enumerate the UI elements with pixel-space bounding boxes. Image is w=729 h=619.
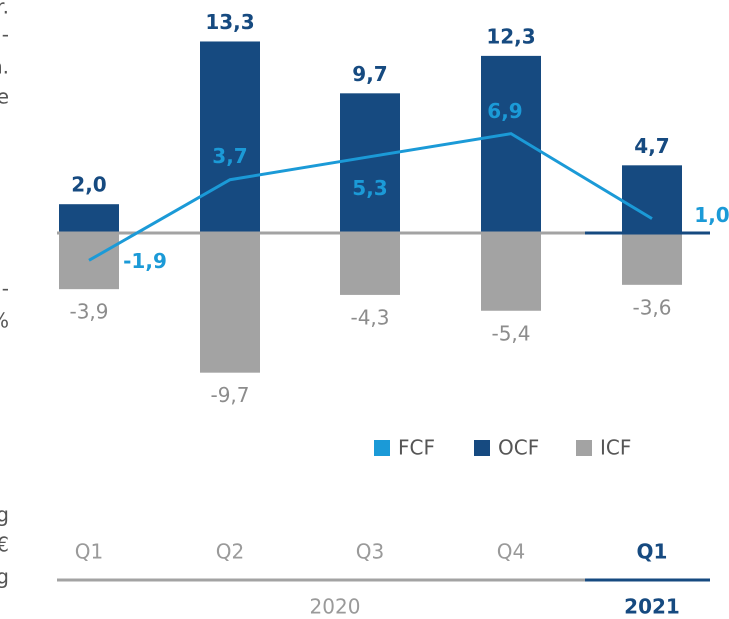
icf-label: -3,6 [632,295,671,319]
x-tick-label: Q4 [497,540,525,564]
group-label: 2021 [624,595,680,619]
fcf-label: -1,9 [123,249,167,273]
fcf-label: 3,7 [212,144,247,168]
side-fragment: % [0,309,9,333]
side-fragment: - [2,277,9,301]
bar [340,233,400,295]
x-tick-label: Q3 [356,540,384,564]
legend-swatch [576,440,592,456]
bar [340,93,400,233]
ocf-label: 9,7 [352,62,387,86]
ocf-label: 2,0 [71,173,106,197]
bar [622,165,682,233]
side-fragment: g [0,565,9,589]
icf-label: -4,3 [350,305,389,329]
icf-label: -3,9 [69,300,108,324]
ocf-label: 4,7 [634,134,669,158]
legend-label: FCF [398,436,435,460]
bar [622,233,682,285]
side-fragment: - [2,23,9,47]
side-fragment: r. [0,0,9,19]
bar [481,55,541,233]
side-fragment: e [0,85,9,109]
x-tick-label: Q2 [216,540,244,564]
x-tick-label: Q1 [75,540,103,564]
group-label: 2020 [310,595,361,619]
icf-label: -9,7 [210,383,249,407]
fcf-label: 5,3 [352,176,387,200]
legend-swatch [374,440,390,456]
legend-swatch [474,440,490,456]
ocf-label: 12,3 [486,24,535,48]
bar [59,233,119,290]
bar [200,233,260,373]
side-fragment: € [0,533,9,557]
legend-label: ICF [600,436,631,460]
x-tick-label: Q1 [637,540,668,564]
icf-label: -5,4 [491,321,530,345]
bar [200,41,260,234]
fcf-line [88,132,653,262]
bar [59,204,119,233]
ocf-label: 13,3 [205,10,254,34]
side-fragment: g [0,503,9,527]
fcf-label: 1,0 [694,203,729,227]
bar [481,233,541,311]
fcf-label: 6,9 [487,99,522,123]
legend-label: OCF [498,436,539,460]
side-fragment: n. [0,55,9,79]
